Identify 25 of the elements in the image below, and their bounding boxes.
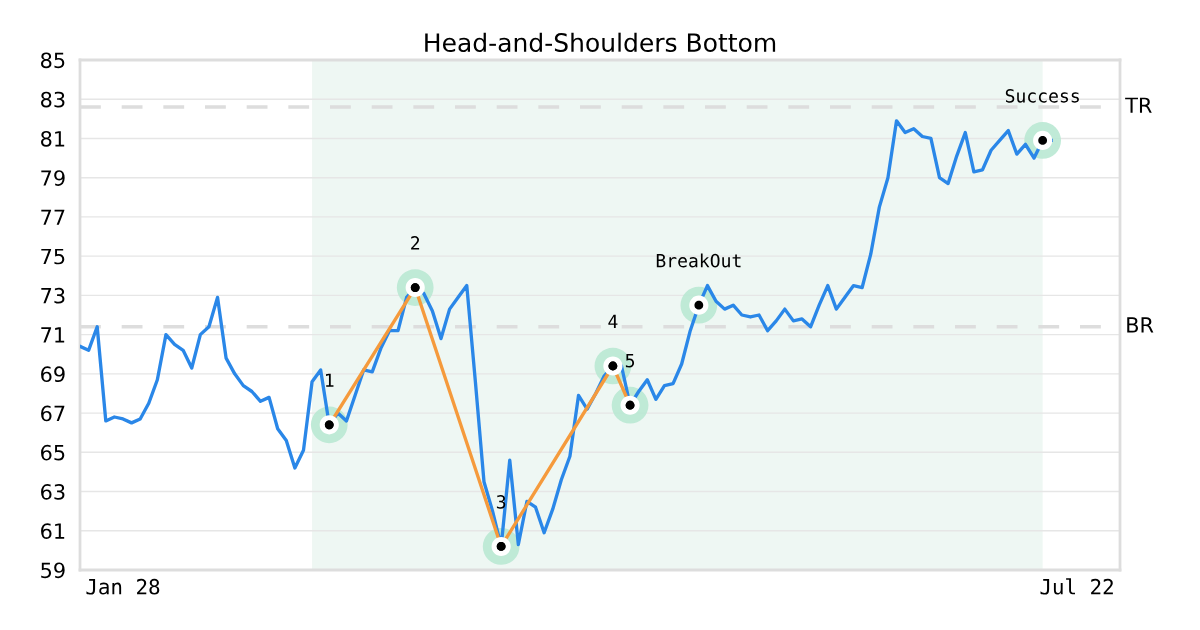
y-tick-label: 67 [41,405,65,422]
annotation: Success [1005,89,1079,103]
y-tick-label: 65 [41,444,65,461]
annotation: 1 [325,373,334,387]
x-tick-label: Jan 28 [86,578,160,595]
y-tick-label: 77 [41,209,65,225]
y-tick-label: 71 [41,327,65,343]
y-tick-label: 75 [41,248,65,265]
y-tick-label: 79 [41,170,65,186]
ref-line-label: BR [1127,317,1154,333]
y-tick-label: 63 [41,483,65,500]
chart-title: Head-and-Shoulders Bottom [425,32,776,53]
y-tick-label: 73 [41,287,65,304]
annotation: BreakOut [656,253,741,268]
x-tick-label: Jul 22 [1040,578,1113,595]
annotation: 4 [608,314,618,328]
ref-line-label: TR [1125,97,1152,113]
y-tick-label: 83 [41,91,65,108]
y-tick-label: 69 [41,366,65,383]
y-tick-label: 59 [41,562,65,579]
y-tick-label: 81 [41,130,65,147]
y-tick-label: 61 [41,523,65,539]
y-tick-label: 85 [41,52,65,69]
annotation: 5 [625,354,635,368]
annotation: 2 [411,236,420,250]
